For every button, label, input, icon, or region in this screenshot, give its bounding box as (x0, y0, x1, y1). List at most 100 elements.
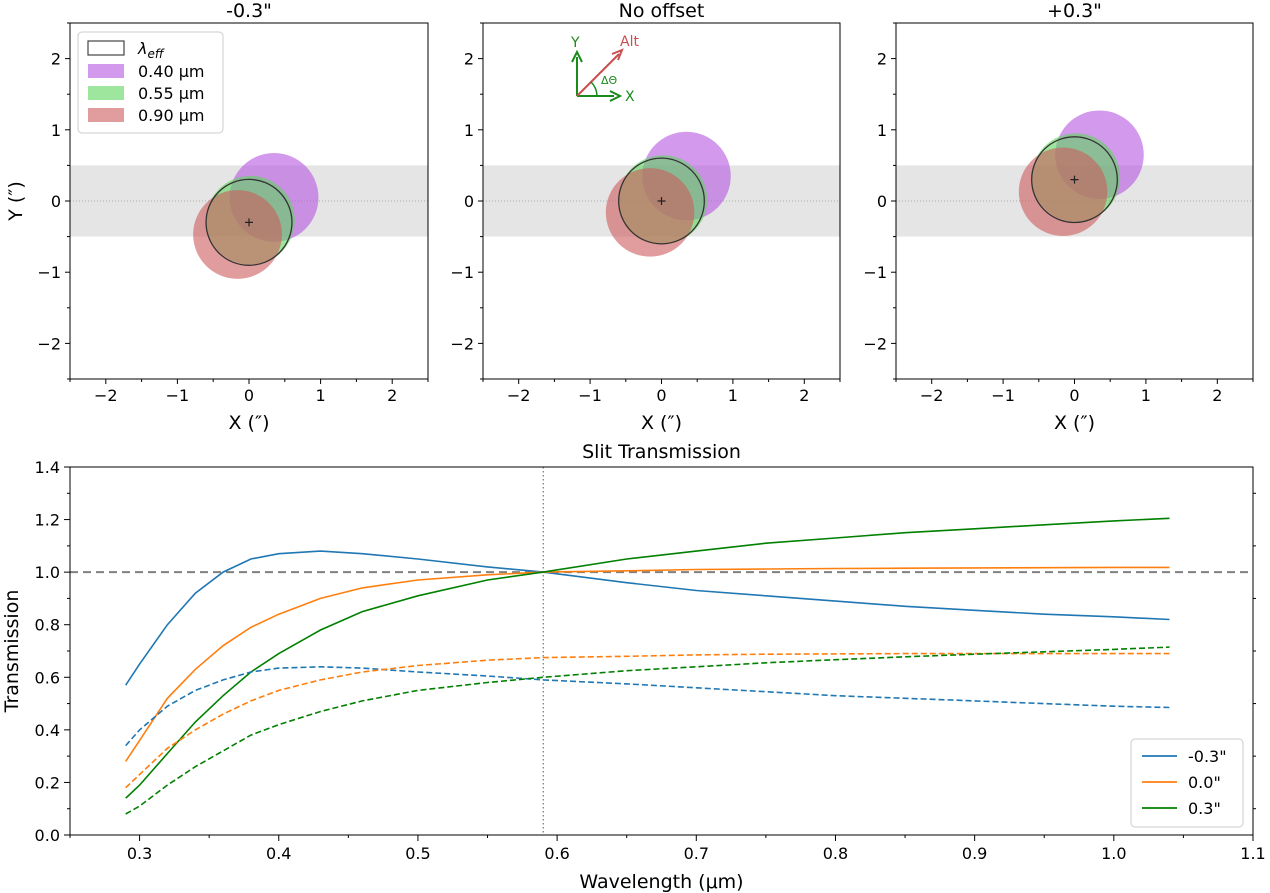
chart-title: Slit Transmission (582, 441, 741, 463)
compass-angle-arc (590, 81, 598, 97)
target-marker (245, 218, 253, 227)
legend-label: 0.55 μm (138, 84, 204, 103)
x-tick-label: −2 (920, 386, 944, 405)
panel-title: -0.3" (226, 0, 272, 22)
y-tick-label: −1 (450, 263, 474, 282)
psf-circle-090 (193, 190, 282, 279)
series-line-5 (125, 646, 1170, 815)
x-tick-label: 0.9 (962, 844, 987, 863)
series-line-4 (125, 652, 1170, 789)
y-tick-label: 0.8 (35, 616, 60, 635)
psf-circle-090 (605, 168, 695, 257)
psf-circle-090 (1018, 147, 1108, 237)
x-tick-label: 0.4 (266, 844, 291, 863)
legend: -0.3" 0.0" 0.3" (1130, 738, 1244, 828)
legend-label: 0.40 μm (138, 62, 204, 81)
legend-title-main: λ (137, 39, 147, 58)
x-tick-label: 1 (728, 386, 738, 405)
series-line-3 (125, 665, 1170, 747)
y-tick-label: 1.4 (35, 458, 60, 477)
series-line-2 (125, 517, 1170, 799)
x-tick-label: −1 (578, 386, 602, 405)
x-tick-label: 0.5 (405, 844, 430, 863)
x-tick-label: 0.7 (684, 844, 709, 863)
compass-angle-label: ΔΘ (601, 74, 618, 87)
x-tick-label: 0 (244, 386, 254, 405)
legend-label: 0.3" (1188, 799, 1221, 818)
panel-title: +0.3" (1047, 0, 1102, 22)
legend-label: 0.90 μm (138, 106, 204, 125)
y-tick-label: −1 (37, 263, 61, 282)
y-tick-label: 0.0 (35, 826, 60, 845)
plot-area (70, 153, 428, 279)
y-tick-label: 0.4 (35, 721, 60, 740)
x-tick-label: 0 (1069, 386, 1079, 405)
x-axis-label: X (″) (1054, 412, 1095, 434)
x-tick-label: 1 (316, 386, 326, 405)
panel-title: No offset (619, 0, 705, 22)
compass-y-head (571, 49, 583, 63)
legend-label: -0.3" (1188, 747, 1227, 766)
x-axis-label: X (″) (641, 412, 682, 434)
legend-label: 0.0" (1188, 773, 1221, 792)
y-tick-label: 2 (464, 50, 474, 69)
x-tick-label: 2 (387, 386, 397, 405)
compass-x-head (609, 90, 623, 102)
x-tick-label: −2 (507, 386, 531, 405)
x-axis-label: X (″) (229, 412, 270, 434)
effective-circle (1031, 136, 1118, 224)
spatial-panel-3: −2 −1 0 1 2 −2 −1 0 1 2 +0.3" X (″) (863, 0, 1254, 434)
axes-frame (69, 466, 1254, 836)
effective-circle (205, 178, 293, 266)
effective-circle (618, 157, 705, 245)
x-tick-label: 0 (656, 386, 666, 405)
y-tick-label: 2 (877, 50, 887, 69)
x-tick-label: 2 (1212, 386, 1222, 405)
target-marker (1070, 175, 1079, 184)
legend-box (77, 31, 224, 134)
y-tick-label: −1 (863, 263, 887, 282)
y-tick-label: 0 (464, 192, 474, 211)
y-tick-label: −2 (450, 334, 474, 353)
y-tick-label: 1 (877, 121, 887, 140)
y-axis-label: Transmission (1, 590, 23, 714)
y-axis-label: Y (″) (5, 181, 27, 222)
series-line-0 (125, 550, 1170, 686)
y-tick-label: −2 (863, 334, 887, 353)
x-tick-label: −1 (991, 386, 1015, 405)
legend-box (1130, 738, 1244, 828)
x-tick-label: 0.6 (544, 844, 569, 863)
legend-swatch (88, 86, 124, 100)
transmission-panel: 0.3 0.4 0.5 0.6 0.7 0.8 0.9 1.0 1.1 0.0 0.2 0.4 0.6 0… (1, 441, 1266, 893)
compass-alt-head (611, 48, 624, 61)
y-tick-label: 0 (51, 192, 61, 211)
y-tick-label: 1 (51, 121, 61, 140)
compass-alt-label: Alt (620, 34, 639, 50)
x-tick-label: −2 (94, 386, 118, 405)
compass-y-label: Y (570, 35, 580, 51)
y-tick-label: 1 (464, 121, 474, 140)
x-axis-label: Wavelength (μm) (579, 871, 743, 893)
plot-area (483, 131, 840, 257)
y-tick-label: 2 (51, 50, 61, 69)
legend-title-sub: eff (147, 47, 164, 61)
y-tick-label: 0.6 (35, 668, 60, 687)
legend-title: λeff (137, 39, 165, 61)
y-tick-label: 0.2 (35, 773, 60, 792)
series-line-1 (125, 566, 1170, 762)
y-tick-label: 1.0 (35, 563, 60, 582)
y-tick-label: 1.2 (35, 511, 60, 530)
x-tick-label: 1.1 (1240, 844, 1265, 863)
spatial-panel-2: −2 −1 0 1 2 −2 −1 0 1 2 No offset X (″) Y X Alt ΔΘ (450, 0, 841, 434)
x-tick-label: −1 (166, 386, 190, 405)
y-tick-label: 0 (877, 192, 887, 211)
target-marker (657, 197, 666, 205)
x-tick-label: 2 (799, 386, 809, 405)
x-tick-label: 0.8 (823, 844, 848, 863)
compass-alt-arrow (576, 53, 620, 97)
y-tick-label: −2 (37, 334, 61, 353)
legend-swatch (88, 64, 124, 78)
